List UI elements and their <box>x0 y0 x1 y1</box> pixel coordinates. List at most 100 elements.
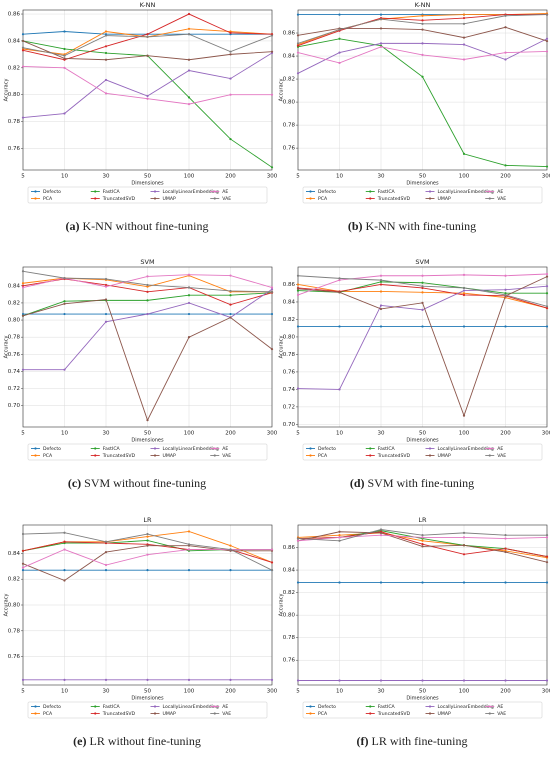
y-tick-label: 0.84 <box>8 283 21 289</box>
data-point <box>421 581 424 584</box>
legend-label: LocallyLinearEmbedding <box>438 189 494 195</box>
data-point <box>104 563 108 567</box>
x-tick-label: 10 <box>336 174 343 180</box>
data-point <box>63 540 66 543</box>
data-point <box>504 537 507 540</box>
data-point <box>504 325 507 328</box>
data-point <box>504 534 507 537</box>
data-point <box>104 285 108 288</box>
caption-text: LR with fine-tuning <box>372 734 468 748</box>
caption-label: (a) <box>66 219 80 233</box>
data-point <box>421 539 424 542</box>
data-point <box>229 316 232 319</box>
data-point <box>504 288 507 291</box>
data-point <box>545 679 549 682</box>
data-point <box>338 581 341 584</box>
data-point <box>462 289 466 292</box>
x-tick-label: 50 <box>144 689 151 695</box>
y-tick-label: 0.82 <box>283 77 295 83</box>
chart-title: SVM <box>415 258 429 266</box>
legend-marker <box>309 190 312 193</box>
legend-box <box>302 186 543 204</box>
legend-marker <box>153 197 157 200</box>
y-tick-label: 0.80 <box>8 603 21 609</box>
data-point <box>104 540 108 543</box>
data-point <box>187 301 191 305</box>
data-point <box>146 419 149 422</box>
data-point <box>270 312 274 316</box>
legend-label: LocallyLinearEmbedding <box>438 704 494 710</box>
legend-label: PCA <box>318 711 328 717</box>
data-point <box>462 414 466 417</box>
data-point <box>104 569 108 572</box>
data-point <box>421 679 424 682</box>
data-point <box>104 298 108 301</box>
data-point <box>545 165 549 168</box>
legend-box <box>27 701 268 719</box>
x-tick-label: 200 <box>500 174 511 180</box>
y-tick-label: 0.80 <box>283 100 296 106</box>
legend-box <box>27 186 268 204</box>
data-point <box>462 286 466 290</box>
data-point <box>104 58 108 61</box>
x-tick-label: 30 <box>103 689 110 695</box>
data-point <box>270 93 274 96</box>
data-point <box>379 13 383 16</box>
legend-label: AE <box>222 446 228 452</box>
data-point <box>21 566 25 569</box>
data-point <box>296 581 300 584</box>
y-tick-label: 0.74 <box>8 369 21 375</box>
legend-label: UMAP <box>438 711 451 717</box>
caption-text: SVM without fine-tuning <box>84 476 206 490</box>
data-point <box>379 45 383 48</box>
data-point <box>421 14 424 17</box>
legend-label: AE <box>497 704 503 710</box>
data-point <box>545 275 549 278</box>
x-tick-label: 200 <box>500 689 511 695</box>
data-point <box>104 283 108 287</box>
data-point <box>545 306 549 310</box>
data-point <box>146 33 149 36</box>
data-point <box>545 325 549 328</box>
legend-label: PCA <box>43 453 53 459</box>
legend-label: Defecto <box>318 189 336 195</box>
data-point <box>21 65 25 68</box>
data-point <box>270 561 274 564</box>
data-point <box>379 679 383 682</box>
data-point <box>545 292 549 295</box>
data-point <box>379 27 383 30</box>
data-point <box>146 285 149 288</box>
data-point <box>379 280 383 283</box>
data-point <box>21 368 25 371</box>
data-point <box>379 290 383 293</box>
x-tick-label: 30 <box>378 174 385 180</box>
x-tick-label: 10 <box>336 689 343 695</box>
data-point <box>229 53 232 56</box>
data-point <box>504 58 507 61</box>
data-point <box>504 26 507 29</box>
x-tick-label: 30 <box>378 689 385 695</box>
caption: (e) LR without fine-tuning <box>73 734 201 748</box>
legend-label: AE <box>222 189 228 195</box>
data-point <box>338 679 341 682</box>
data-point <box>296 51 300 54</box>
legend-label: VAE <box>222 196 231 202</box>
data-point <box>146 283 149 287</box>
data-point <box>187 96 191 99</box>
data-point <box>104 550 108 554</box>
x-tick-label: 300 <box>542 431 550 437</box>
x-tick-label: 50 <box>144 431 151 437</box>
legend-label: PCA <box>318 453 328 459</box>
data-point <box>146 539 149 542</box>
data-point <box>63 57 66 60</box>
data-point <box>379 528 383 531</box>
y-tick-label: 0.78 <box>8 335 21 341</box>
y-tick-label: 0.86 <box>283 31 296 37</box>
legend-marker <box>428 447 432 450</box>
x-tick-label: 50 <box>144 174 151 180</box>
plot-frame <box>22 266 273 428</box>
legend-marker <box>153 454 157 457</box>
y-tick-label: 0.78 <box>8 119 21 125</box>
data-point <box>379 18 383 21</box>
legend-marker <box>94 197 97 200</box>
